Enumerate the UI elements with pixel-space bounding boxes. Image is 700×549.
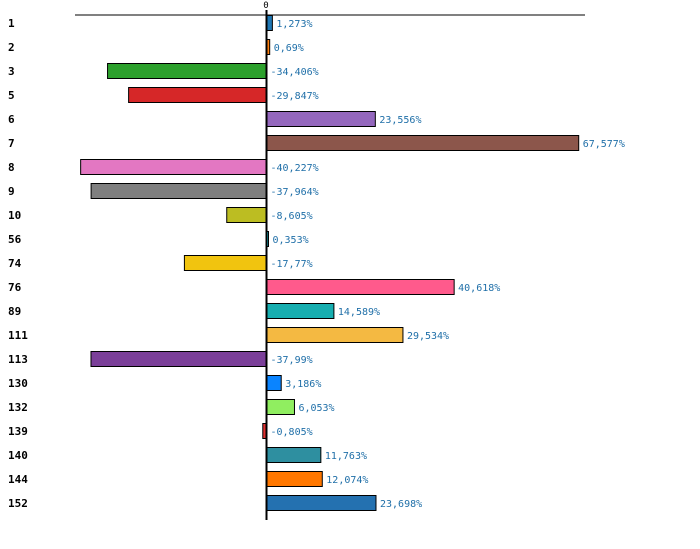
bar-152	[266, 495, 377, 511]
bar-144	[266, 471, 323, 487]
value-label: 14,589%	[338, 307, 380, 318]
value-label: 29,534%	[407, 331, 449, 342]
value-label: -0,805%	[271, 427, 313, 438]
value-label: 0,69%	[274, 43, 304, 54]
category-label: 7	[8, 137, 15, 150]
category-label: 113	[8, 353, 28, 366]
value-label: 40,618%	[458, 283, 500, 294]
bar-111	[266, 327, 404, 343]
value-label: -8,605%	[271, 211, 313, 222]
value-label: 23,698%	[380, 499, 422, 510]
bar-113	[90, 351, 267, 367]
bar-10	[226, 207, 268, 223]
value-label: 1,273%	[276, 19, 312, 30]
bar-5	[128, 87, 267, 103]
category-label: 140	[8, 449, 28, 462]
category-label: 132	[8, 401, 28, 414]
bar-8	[80, 159, 267, 175]
category-label: 10	[8, 209, 21, 222]
value-label: 0,353%	[273, 235, 309, 246]
zero-tick-label: 0	[263, 1, 268, 11]
value-label: 11,763%	[325, 451, 367, 462]
category-label: 9	[8, 185, 15, 198]
category-label: 1	[8, 17, 15, 30]
category-label: 76	[8, 281, 22, 294]
category-label: 3	[8, 65, 15, 78]
bar-7	[266, 135, 580, 151]
category-label: 74	[8, 257, 22, 270]
category-label: 6	[8, 113, 15, 126]
category-label: 89	[8, 305, 21, 318]
value-label: -29,847%	[271, 91, 319, 102]
bar-130	[266, 375, 282, 391]
value-label: -17,77%	[271, 259, 313, 270]
bar-6	[266, 111, 376, 127]
category-label: 139	[8, 425, 28, 438]
category-label: 5	[8, 89, 15, 102]
bar-140	[266, 447, 322, 463]
bar-89	[266, 303, 335, 319]
value-label: 67,577%	[583, 139, 625, 150]
bar-9	[90, 183, 267, 199]
category-label: 111	[8, 329, 28, 342]
value-label: 12,074%	[326, 475, 368, 486]
value-label: -37,964%	[271, 187, 319, 198]
category-label: 144	[8, 473, 28, 486]
value-label: 6,053%	[298, 403, 334, 414]
category-label: 152	[8, 497, 28, 510]
value-label: -34,406%	[271, 67, 319, 78]
bar-3	[107, 63, 267, 79]
category-label: 130	[8, 377, 28, 390]
category-label: 2	[8, 41, 15, 54]
value-label: 23,556%	[379, 115, 421, 126]
bar-76	[266, 279, 455, 295]
category-label: 8	[8, 161, 15, 174]
value-label: -40,227%	[271, 163, 319, 174]
value-label: 3,186%	[285, 379, 321, 390]
category-label: 56	[8, 233, 22, 246]
value-label: -37,99%	[271, 355, 313, 366]
bar-132	[266, 399, 295, 415]
bar-74	[183, 255, 267, 271]
